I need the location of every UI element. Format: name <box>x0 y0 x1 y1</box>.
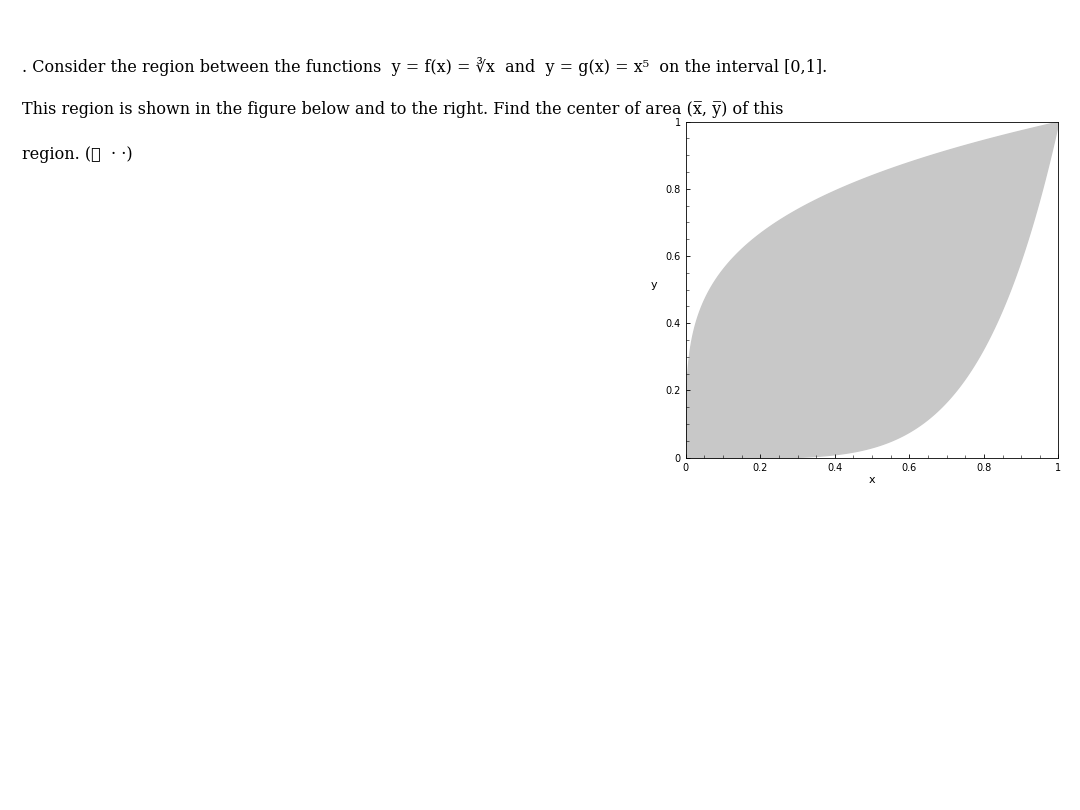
Text: . Consider the region between the functions  y = f(x) = ∛x  and  y = g(x) = x⁵  : . Consider the region between the functi… <box>22 57 827 75</box>
X-axis label: x: x <box>868 475 876 485</box>
Text: This region is shown in the figure below and to the right. Find the center of ar: This region is shown in the figure below… <box>22 101 783 118</box>
Y-axis label: y: y <box>651 279 658 290</box>
Text: region. (≅  · ·): region. (≅ · ·) <box>22 146 132 163</box>
